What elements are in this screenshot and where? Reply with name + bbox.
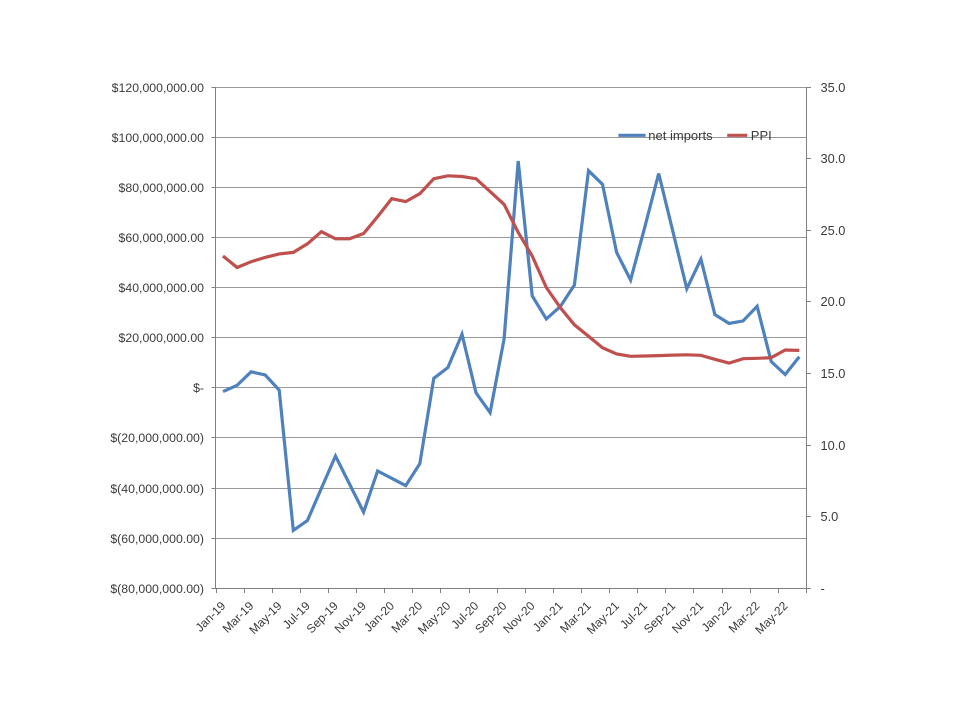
svg-text:15.0: 15.0	[821, 366, 846, 381]
svg-text:May-20: May-20	[415, 599, 453, 637]
svg-text:5.0: 5.0	[821, 509, 839, 524]
svg-text:May-22: May-22	[752, 599, 790, 637]
svg-text:Nov-20: Nov-20	[500, 599, 537, 636]
svg-text:$(20,000,000.00): $(20,000,000.00)	[110, 431, 204, 445]
svg-text:PPI: PPI	[751, 128, 772, 143]
svg-text:$-: $-	[193, 381, 204, 395]
svg-text:$20,000,000.00: $20,000,000.00	[119, 331, 205, 345]
svg-text:$60,000,000.00: $60,000,000.00	[119, 231, 205, 245]
svg-text:May-19: May-19	[246, 599, 284, 637]
svg-text:35.0: 35.0	[821, 80, 846, 95]
svg-text:30.0: 30.0	[821, 151, 846, 166]
svg-text:net imports: net imports	[648, 128, 713, 143]
svg-text:$40,000,000.00: $40,000,000.00	[119, 281, 205, 295]
svg-text:$120,000,000.00: $120,000,000.00	[112, 81, 204, 95]
svg-text:25.0: 25.0	[821, 223, 846, 238]
svg-text:$(40,000,000.00): $(40,000,000.00)	[110, 482, 204, 496]
svg-text:Nov-19: Nov-19	[332, 599, 369, 636]
svg-text:$(80,000,000.00): $(80,000,000.00)	[110, 582, 204, 596]
svg-text:May-21: May-21	[584, 599, 622, 637]
svg-text:$80,000,000.00: $80,000,000.00	[119, 181, 205, 195]
svg-text:-: -	[821, 581, 825, 596]
svg-text:$(60,000,000.00): $(60,000,000.00)	[110, 532, 204, 546]
svg-text:$100,000,000.00: $100,000,000.00	[112, 131, 204, 145]
svg-text:Nov-21: Nov-21	[669, 599, 706, 636]
svg-text:20.0: 20.0	[821, 294, 846, 309]
svg-text:10.0: 10.0	[821, 438, 846, 453]
